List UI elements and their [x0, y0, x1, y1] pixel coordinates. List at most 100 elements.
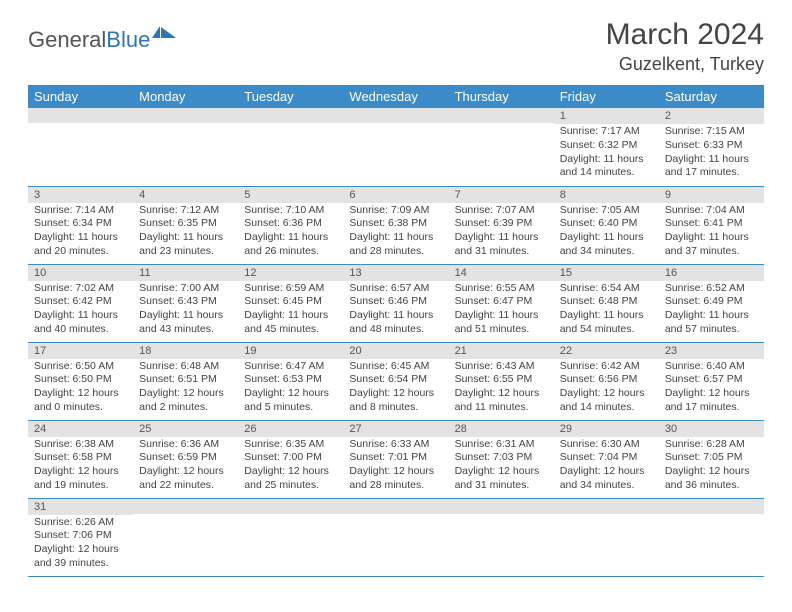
sunrise-text: Sunrise: 6:47 AM — [244, 360, 337, 374]
day-content: Sunrise: 6:31 AMSunset: 7:03 PMDaylight:… — [449, 437, 554, 495]
sunset-text: Sunset: 6:49 PM — [665, 295, 758, 309]
brand-part1: General — [28, 27, 106, 53]
day-number — [449, 499, 554, 514]
day-content: Sunrise: 6:43 AMSunset: 6:55 PMDaylight:… — [449, 359, 554, 417]
calendar-cell: 13Sunrise: 6:57 AMSunset: 6:46 PMDayligh… — [343, 264, 448, 342]
daylight-text: Daylight: 11 hours and 54 minutes. — [560, 309, 653, 336]
month-title: March 2024 — [606, 18, 764, 52]
day-content — [133, 514, 238, 517]
title-block: March 2024 Guzelkent, Turkey — [606, 18, 764, 75]
day-number: 29 — [554, 421, 659, 437]
daylight-text: Daylight: 11 hours and 20 minutes. — [34, 231, 127, 258]
calendar-cell — [449, 108, 554, 186]
daylight-text: Daylight: 11 hours and 14 minutes. — [560, 153, 653, 180]
calendar-table: Sunday Monday Tuesday Wednesday Thursday… — [28, 85, 764, 577]
day-number — [238, 499, 343, 514]
calendar-cell: 3Sunrise: 7:14 AMSunset: 6:34 PMDaylight… — [28, 186, 133, 264]
day-number: 3 — [28, 187, 133, 203]
sunset-text: Sunset: 6:35 PM — [139, 217, 232, 231]
daylight-text: Daylight: 12 hours and 39 minutes. — [34, 543, 127, 570]
daylight-text: Daylight: 12 hours and 2 minutes. — [139, 387, 232, 414]
day-number: 4 — [133, 187, 238, 203]
day-number — [28, 108, 133, 123]
sunrise-text: Sunrise: 6:59 AM — [244, 282, 337, 296]
sunrise-text: Sunrise: 6:42 AM — [560, 360, 653, 374]
day-number: 2 — [659, 108, 764, 124]
calendar-cell: 25Sunrise: 6:36 AMSunset: 6:59 PMDayligh… — [133, 420, 238, 498]
day-content: Sunrise: 6:47 AMSunset: 6:53 PMDaylight:… — [238, 359, 343, 417]
day-content: Sunrise: 6:52 AMSunset: 6:49 PMDaylight:… — [659, 281, 764, 339]
day-number: 31 — [28, 499, 133, 515]
calendar-cell — [554, 498, 659, 576]
day-content: Sunrise: 7:10 AMSunset: 6:36 PMDaylight:… — [238, 203, 343, 261]
calendar-row: 1Sunrise: 7:17 AMSunset: 6:32 PMDaylight… — [28, 108, 764, 186]
calendar-cell: 19Sunrise: 6:47 AMSunset: 6:53 PMDayligh… — [238, 342, 343, 420]
day-content: Sunrise: 6:38 AMSunset: 6:58 PMDaylight:… — [28, 437, 133, 495]
calendar-cell: 4Sunrise: 7:12 AMSunset: 6:35 PMDaylight… — [133, 186, 238, 264]
day-number: 24 — [28, 421, 133, 437]
day-number: 8 — [554, 187, 659, 203]
day-content — [238, 514, 343, 517]
day-content: Sunrise: 6:54 AMSunset: 6:48 PMDaylight:… — [554, 281, 659, 339]
daylight-text: Daylight: 12 hours and 22 minutes. — [139, 465, 232, 492]
calendar-cell: 10Sunrise: 7:02 AMSunset: 6:42 PMDayligh… — [28, 264, 133, 342]
day-content: Sunrise: 6:33 AMSunset: 7:01 PMDaylight:… — [343, 437, 448, 495]
day-number: 15 — [554, 265, 659, 281]
sunset-text: Sunset: 6:47 PM — [455, 295, 548, 309]
day-content: Sunrise: 6:48 AMSunset: 6:51 PMDaylight:… — [133, 359, 238, 417]
sunrise-text: Sunrise: 6:57 AM — [349, 282, 442, 296]
day-content: Sunrise: 6:40 AMSunset: 6:57 PMDaylight:… — [659, 359, 764, 417]
calendar-cell: 16Sunrise: 6:52 AMSunset: 6:49 PMDayligh… — [659, 264, 764, 342]
day-content: Sunrise: 6:28 AMSunset: 7:05 PMDaylight:… — [659, 437, 764, 495]
day-content: Sunrise: 6:42 AMSunset: 6:56 PMDaylight:… — [554, 359, 659, 417]
sunrise-text: Sunrise: 6:38 AM — [34, 438, 127, 452]
sunset-text: Sunset: 6:40 PM — [560, 217, 653, 231]
calendar-cell: 31Sunrise: 6:26 AMSunset: 7:06 PMDayligh… — [28, 498, 133, 576]
sunset-text: Sunset: 7:00 PM — [244, 451, 337, 465]
sunrise-text: Sunrise: 6:40 AM — [665, 360, 758, 374]
day-number: 10 — [28, 265, 133, 281]
day-number: 9 — [659, 187, 764, 203]
day-content: Sunrise: 7:05 AMSunset: 6:40 PMDaylight:… — [554, 203, 659, 261]
sunset-text: Sunset: 6:58 PM — [34, 451, 127, 465]
calendar-cell: 2Sunrise: 7:15 AMSunset: 6:33 PMDaylight… — [659, 108, 764, 186]
calendar-row: 17Sunrise: 6:50 AMSunset: 6:50 PMDayligh… — [28, 342, 764, 420]
daylight-text: Daylight: 12 hours and 17 minutes. — [665, 387, 758, 414]
day-content: Sunrise: 7:07 AMSunset: 6:39 PMDaylight:… — [449, 203, 554, 261]
calendar-cell: 17Sunrise: 6:50 AMSunset: 6:50 PMDayligh… — [28, 342, 133, 420]
day-content: Sunrise: 7:15 AMSunset: 6:33 PMDaylight:… — [659, 124, 764, 182]
sunrise-text: Sunrise: 6:31 AM — [455, 438, 548, 452]
day-number: 11 — [133, 265, 238, 281]
sunset-text: Sunset: 6:55 PM — [455, 373, 548, 387]
day-content: Sunrise: 6:55 AMSunset: 6:47 PMDaylight:… — [449, 281, 554, 339]
sunrise-text: Sunrise: 6:30 AM — [560, 438, 653, 452]
day-number: 14 — [449, 265, 554, 281]
calendar-cell: 7Sunrise: 7:07 AMSunset: 6:39 PMDaylight… — [449, 186, 554, 264]
day-content — [238, 123, 343, 126]
weekday-header: Tuesday — [238, 85, 343, 108]
header: GeneralBlue March 2024 Guzelkent, Turkey — [28, 18, 764, 75]
weekday-header: Sunday — [28, 85, 133, 108]
sunset-text: Sunset: 6:41 PM — [665, 217, 758, 231]
day-content: Sunrise: 7:04 AMSunset: 6:41 PMDaylight:… — [659, 203, 764, 261]
day-content: Sunrise: 7:09 AMSunset: 6:38 PMDaylight:… — [343, 203, 448, 261]
sunset-text: Sunset: 6:46 PM — [349, 295, 442, 309]
day-number: 6 — [343, 187, 448, 203]
daylight-text: Daylight: 12 hours and 25 minutes. — [244, 465, 337, 492]
day-content — [554, 514, 659, 517]
sunrise-text: Sunrise: 6:54 AM — [560, 282, 653, 296]
daylight-text: Daylight: 12 hours and 19 minutes. — [34, 465, 127, 492]
sunset-text: Sunset: 6:57 PM — [665, 373, 758, 387]
sunset-text: Sunset: 7:05 PM — [665, 451, 758, 465]
day-content: Sunrise: 6:57 AMSunset: 6:46 PMDaylight:… — [343, 281, 448, 339]
calendar-cell: 1Sunrise: 7:17 AMSunset: 6:32 PMDaylight… — [554, 108, 659, 186]
sunrise-text: Sunrise: 6:52 AM — [665, 282, 758, 296]
calendar-row: 24Sunrise: 6:38 AMSunset: 6:58 PMDayligh… — [28, 420, 764, 498]
daylight-text: Daylight: 11 hours and 51 minutes. — [455, 309, 548, 336]
day-number: 7 — [449, 187, 554, 203]
day-number: 16 — [659, 265, 764, 281]
sunrise-text: Sunrise: 7:02 AM — [34, 282, 127, 296]
weekday-header-row: Sunday Monday Tuesday Wednesday Thursday… — [28, 85, 764, 108]
day-number: 1 — [554, 108, 659, 124]
day-number: 5 — [238, 187, 343, 203]
